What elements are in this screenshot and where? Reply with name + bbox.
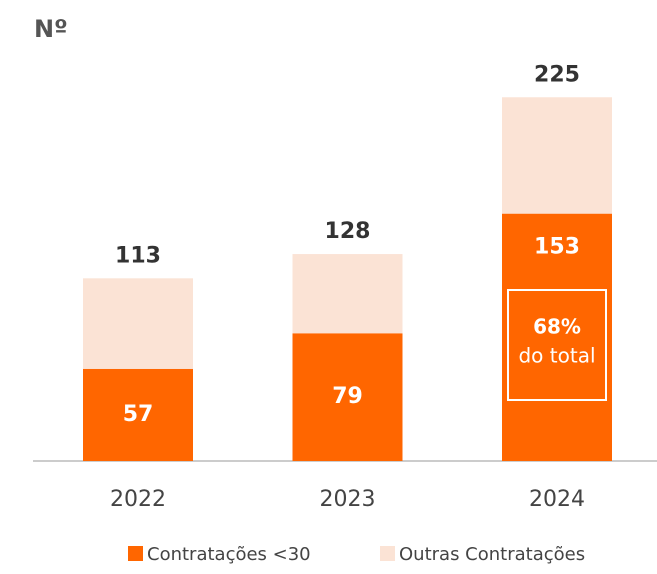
legend-label: Outras Contratações: [399, 544, 585, 565]
axis-label: Nº: [34, 15, 68, 43]
legend-swatch: [128, 546, 143, 561]
annotation-box: [507, 289, 607, 401]
x-tick-label: 2023: [320, 487, 376, 512]
bar-segment: [292, 254, 403, 334]
bar-segment: [83, 278, 193, 369]
legend-label: Contratações <30: [147, 544, 311, 565]
value-label: 79: [332, 384, 363, 409]
bar-segment: [502, 97, 612, 214]
x-tick-label: 2024: [529, 487, 585, 512]
bar-segment: [292, 333, 403, 461]
value-label: 57: [123, 402, 154, 427]
annotation: do total: [518, 344, 595, 368]
annotation: 68%: [533, 315, 581, 339]
bar-segment: [83, 368, 193, 461]
total-label: 225: [534, 62, 580, 87]
total-label: 128: [325, 219, 371, 244]
total-label: 113: [115, 243, 161, 268]
bar-segment: [502, 213, 612, 461]
value-label: 153: [534, 234, 580, 259]
legend-swatch: [380, 546, 395, 561]
x-tick-label: 2022: [110, 487, 166, 512]
